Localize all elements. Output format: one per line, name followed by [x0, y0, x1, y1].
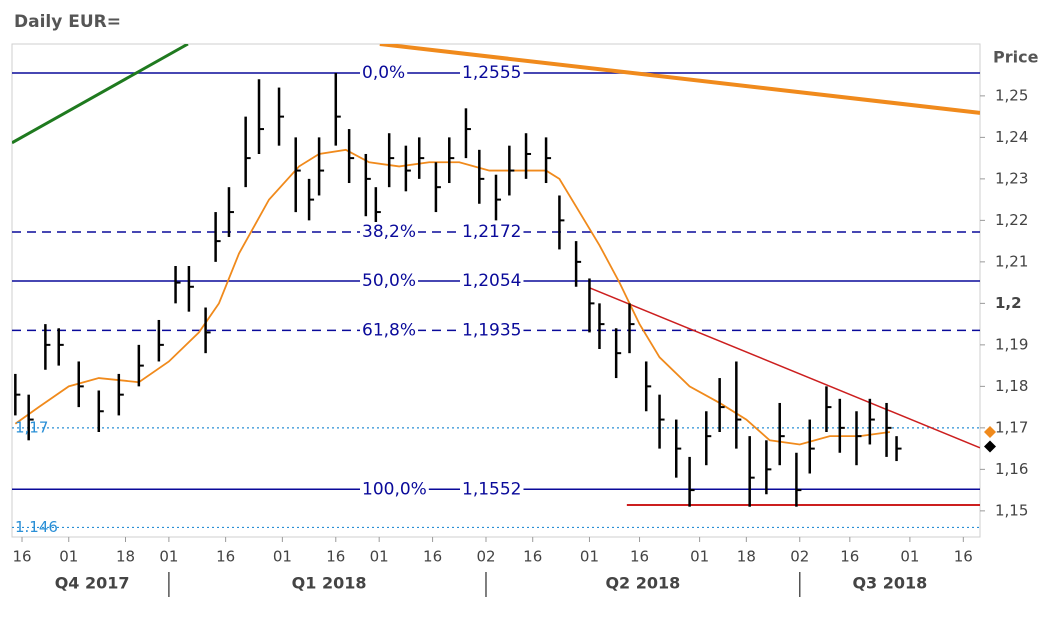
- y-tick-label: 1,21: [995, 252, 1028, 270]
- fib-value-label: 1,2555: [462, 63, 521, 83]
- x-tick-label: 16: [216, 548, 235, 566]
- reference-label: 1.146: [15, 518, 58, 536]
- fib-value-label: 1,2172: [462, 222, 521, 242]
- x-tick-label: 02: [790, 548, 809, 566]
- x-tick-label: 16: [326, 548, 345, 566]
- quarter-label: Q2 2018: [605, 574, 680, 593]
- x-tick-label: 16: [423, 548, 442, 566]
- x-tick-label: 18: [737, 548, 756, 566]
- y-tick-label: 1,24: [995, 128, 1028, 146]
- fib-label: 0,0%: [362, 63, 405, 83]
- y-tick-label: 1,17: [995, 418, 1028, 436]
- y-tick-label: 1,15: [995, 501, 1028, 519]
- x-tick-label: 01: [580, 548, 599, 566]
- label-background: [460, 221, 524, 242]
- label-background: [360, 221, 419, 242]
- chart-title: Daily EUR=: [14, 12, 121, 32]
- x-tick-label: 18: [116, 548, 135, 566]
- y-tick-label: 1,18: [995, 377, 1028, 395]
- trend-line: [12, 44, 189, 145]
- last-value-marker: [984, 440, 996, 453]
- fib-label: 50,0%: [362, 271, 416, 291]
- last-value-marker: [984, 426, 996, 439]
- fib-label: 38,2%: [362, 222, 416, 242]
- x-tick-label: 01: [370, 548, 389, 566]
- label-background: [360, 270, 419, 291]
- label-background: [460, 270, 524, 291]
- trend-line: [379, 44, 980, 115]
- x-tick-label: 01: [900, 548, 919, 566]
- x-tick-label: 01: [273, 548, 292, 566]
- y-tick-label: 1,23: [995, 169, 1028, 187]
- x-tick-label: 16: [630, 548, 649, 566]
- label-background: [460, 479, 524, 500]
- label-background: [360, 479, 429, 500]
- x-tick-label: 16: [954, 548, 973, 566]
- reference-label: 1,17: [15, 418, 48, 436]
- y-tick-label: 1,22: [995, 211, 1028, 229]
- quarter-label: Q1 2018: [292, 574, 367, 593]
- y-tick-label: 1,25: [995, 86, 1028, 104]
- x-tick-label: 01: [59, 548, 78, 566]
- y-tick-label: 1,19: [995, 335, 1028, 353]
- fib-value-label: 1,1935: [462, 320, 521, 340]
- label-background: [360, 320, 419, 341]
- fib-value-label: 1,2054: [462, 271, 521, 291]
- y-tick-label: 1,2: [995, 294, 1022, 312]
- y-axis-title: Price: [993, 48, 1039, 67]
- quarter-label: Q4 2017: [55, 574, 130, 593]
- y-tick-label: 1,16: [995, 460, 1028, 478]
- fib-label: 61,8%: [362, 320, 416, 340]
- x-tick-label: 02: [476, 548, 495, 566]
- plot-frame: [11, 43, 981, 538]
- x-tick-label: 16: [840, 548, 859, 566]
- trend-line: [589, 287, 980, 449]
- x-tick-label: 01: [690, 548, 709, 566]
- quarter-label: Q3 2018: [852, 574, 927, 593]
- label-background: [460, 63, 524, 84]
- fib-value-label: 1,1552: [462, 479, 521, 499]
- fib-label: 100,0%: [362, 479, 427, 499]
- moving-average: [14, 148, 890, 446]
- label-background: [460, 320, 524, 341]
- x-tick-label: 16: [523, 548, 542, 566]
- x-tick-label: 16: [12, 548, 31, 566]
- x-tick-label: 01: [159, 548, 178, 566]
- label-background: [360, 63, 408, 84]
